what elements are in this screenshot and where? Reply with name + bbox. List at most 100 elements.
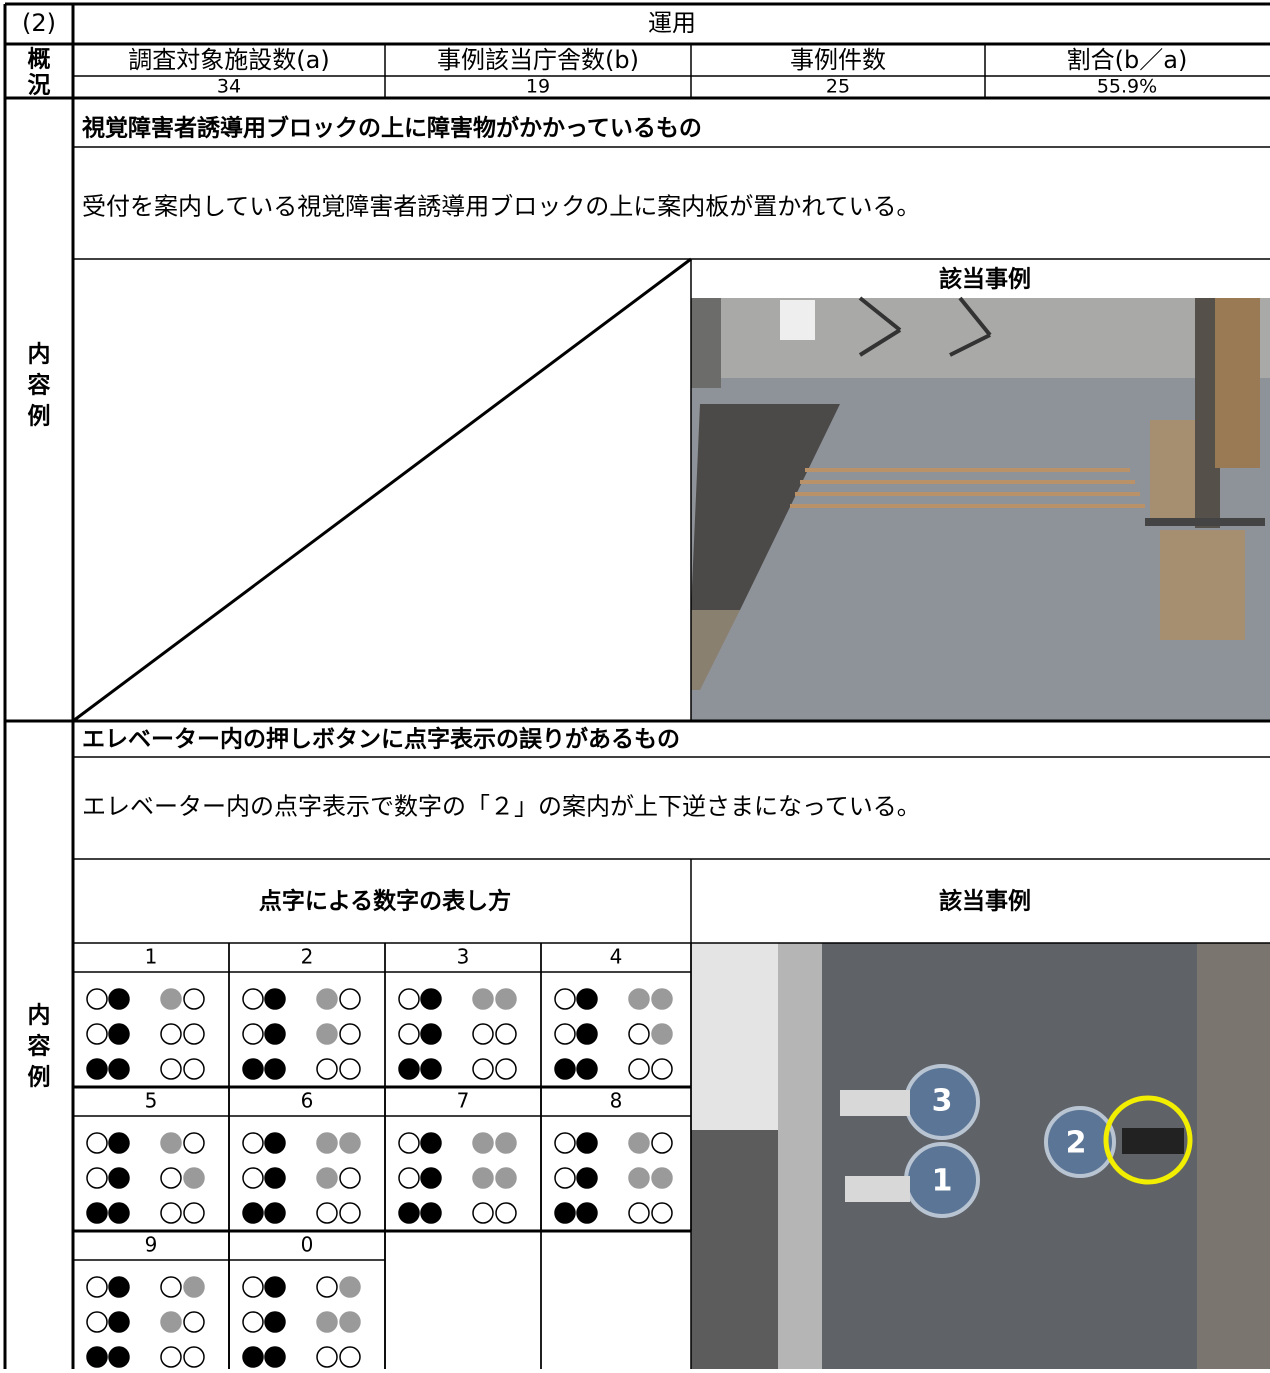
- braille-dot: [398, 1058, 420, 1080]
- braille-dot: [339, 1202, 361, 1224]
- braille-dot: [339, 1311, 361, 1333]
- braille-dot: [420, 988, 442, 1010]
- braille-dot: [316, 1202, 338, 1224]
- button-label: 2: [1066, 1126, 1087, 1161]
- braille-digit: 7: [457, 1089, 470, 1113]
- braille-dot: [651, 1202, 673, 1224]
- braille-dot: [651, 1167, 673, 1189]
- braille-dot: [160, 1346, 182, 1368]
- braille-dot: [108, 1311, 130, 1333]
- column-header: 割合(b／a): [1067, 46, 1188, 74]
- braille-digit: 1: [145, 945, 158, 969]
- braille-digit: 5: [145, 1089, 158, 1113]
- braille-dot: [420, 1167, 442, 1189]
- braille-dot: [160, 1167, 182, 1189]
- braille-dot: [651, 1058, 673, 1080]
- side-label: 況: [28, 73, 51, 99]
- braille-dot: [472, 1202, 494, 1224]
- braille-dot: [651, 988, 673, 1010]
- braille-dot: [264, 1132, 286, 1154]
- braille-dot: [183, 1132, 205, 1154]
- braille-dot: [183, 1023, 205, 1045]
- braille-dot: [242, 1023, 264, 1045]
- braille-dot: [495, 1202, 517, 1224]
- braille-dot: [160, 1058, 182, 1080]
- case-description: 受付を案内している視覚障害者誘導用ブロックの上に案内板が置かれている。: [82, 193, 921, 221]
- button-label: 3: [932, 1084, 953, 1119]
- braille-dot: [554, 988, 576, 1010]
- braille-dot: [420, 1132, 442, 1154]
- braille-dot: [316, 1311, 338, 1333]
- braille-digit: 6: [301, 1089, 314, 1113]
- braille-dot: [495, 1132, 517, 1154]
- braille-dot: [339, 1023, 361, 1045]
- braille-dot: [86, 1311, 108, 1333]
- braille-dot: [242, 1311, 264, 1333]
- case-heading: エレベーター内の押しボタンに点字表示の誤りがあるもの: [82, 726, 680, 753]
- braille-dot: [339, 1167, 361, 1189]
- braille-dot: [398, 1202, 420, 1224]
- braille-dot: [108, 1167, 130, 1189]
- table-lines: [3, 2, 1270, 1369]
- braille-digit: 3: [457, 945, 470, 969]
- braille-dot: [264, 988, 286, 1010]
- braille-dot: [183, 1311, 205, 1333]
- braille-dot: [339, 1058, 361, 1080]
- braille-dot: [628, 1202, 650, 1224]
- braille-dot: [651, 1023, 673, 1045]
- braille-dot: [242, 1276, 264, 1298]
- braille-dot: [339, 988, 361, 1010]
- cell-value: 19: [526, 76, 550, 98]
- braille-dot: [339, 1276, 361, 1298]
- braille-dot: [86, 1202, 108, 1224]
- braille-dot: [420, 1023, 442, 1045]
- braille-dot: [264, 1167, 286, 1189]
- braille-dot: [86, 1346, 108, 1368]
- example-label: 該当事例: [939, 888, 1031, 915]
- braille-dot: [398, 1167, 420, 1189]
- braille-dot: [108, 1132, 130, 1154]
- braille-dot: [651, 1132, 673, 1154]
- legend-title: 点字による数字の表し方: [259, 888, 511, 915]
- braille-dot: [316, 988, 338, 1010]
- braille-dot: [86, 988, 108, 1010]
- photo-elevator: 3 1 2: [691, 943, 1270, 1369]
- cell-value: 34: [217, 76, 241, 98]
- braille-dot: [554, 1132, 576, 1154]
- braille-dot: [339, 1346, 361, 1368]
- photo-floor: [691, 296, 1270, 721]
- braille-dot: [242, 1346, 264, 1368]
- column-header: 事例該当庁舎数(b): [437, 46, 639, 74]
- braille-dot: [242, 1167, 264, 1189]
- braille-dot: [316, 1276, 338, 1298]
- braille-dot: [576, 1058, 598, 1080]
- braille-dot: [160, 1132, 182, 1154]
- braille-dot: [398, 988, 420, 1010]
- braille-dot: [160, 1276, 182, 1298]
- case-heading: 視覚障害者誘導用ブロックの上に障害物がかかっているもの: [81, 115, 702, 142]
- braille-digit: 4: [610, 945, 623, 969]
- braille-dot: [264, 1058, 286, 1080]
- braille-dot: [264, 1023, 286, 1045]
- example-label: 該当事例: [939, 266, 1031, 293]
- braille-dot: [554, 1058, 576, 1080]
- braille-dot: [420, 1202, 442, 1224]
- braille-dot: [160, 1202, 182, 1224]
- braille-dot: [316, 1023, 338, 1045]
- braille-dot: [264, 1311, 286, 1333]
- braille-dot: [160, 1311, 182, 1333]
- cell-value: 25: [826, 76, 850, 98]
- braille-dot: [242, 988, 264, 1010]
- braille-dot: [398, 1023, 420, 1045]
- braille-digit: 0: [301, 1233, 314, 1257]
- braille-dot: [108, 1276, 130, 1298]
- braille-dot: [264, 1202, 286, 1224]
- braille-dot: [316, 1346, 338, 1368]
- braille-dot: [554, 1202, 576, 1224]
- braille-dot: [554, 1023, 576, 1045]
- braille-dot: [183, 1058, 205, 1080]
- braille-dot: [242, 1202, 264, 1224]
- case-description: エレベーター内の点字表示で数字の「２」の案内が上下逆さまになっている。: [82, 793, 921, 821]
- braille-dot: [108, 1346, 130, 1368]
